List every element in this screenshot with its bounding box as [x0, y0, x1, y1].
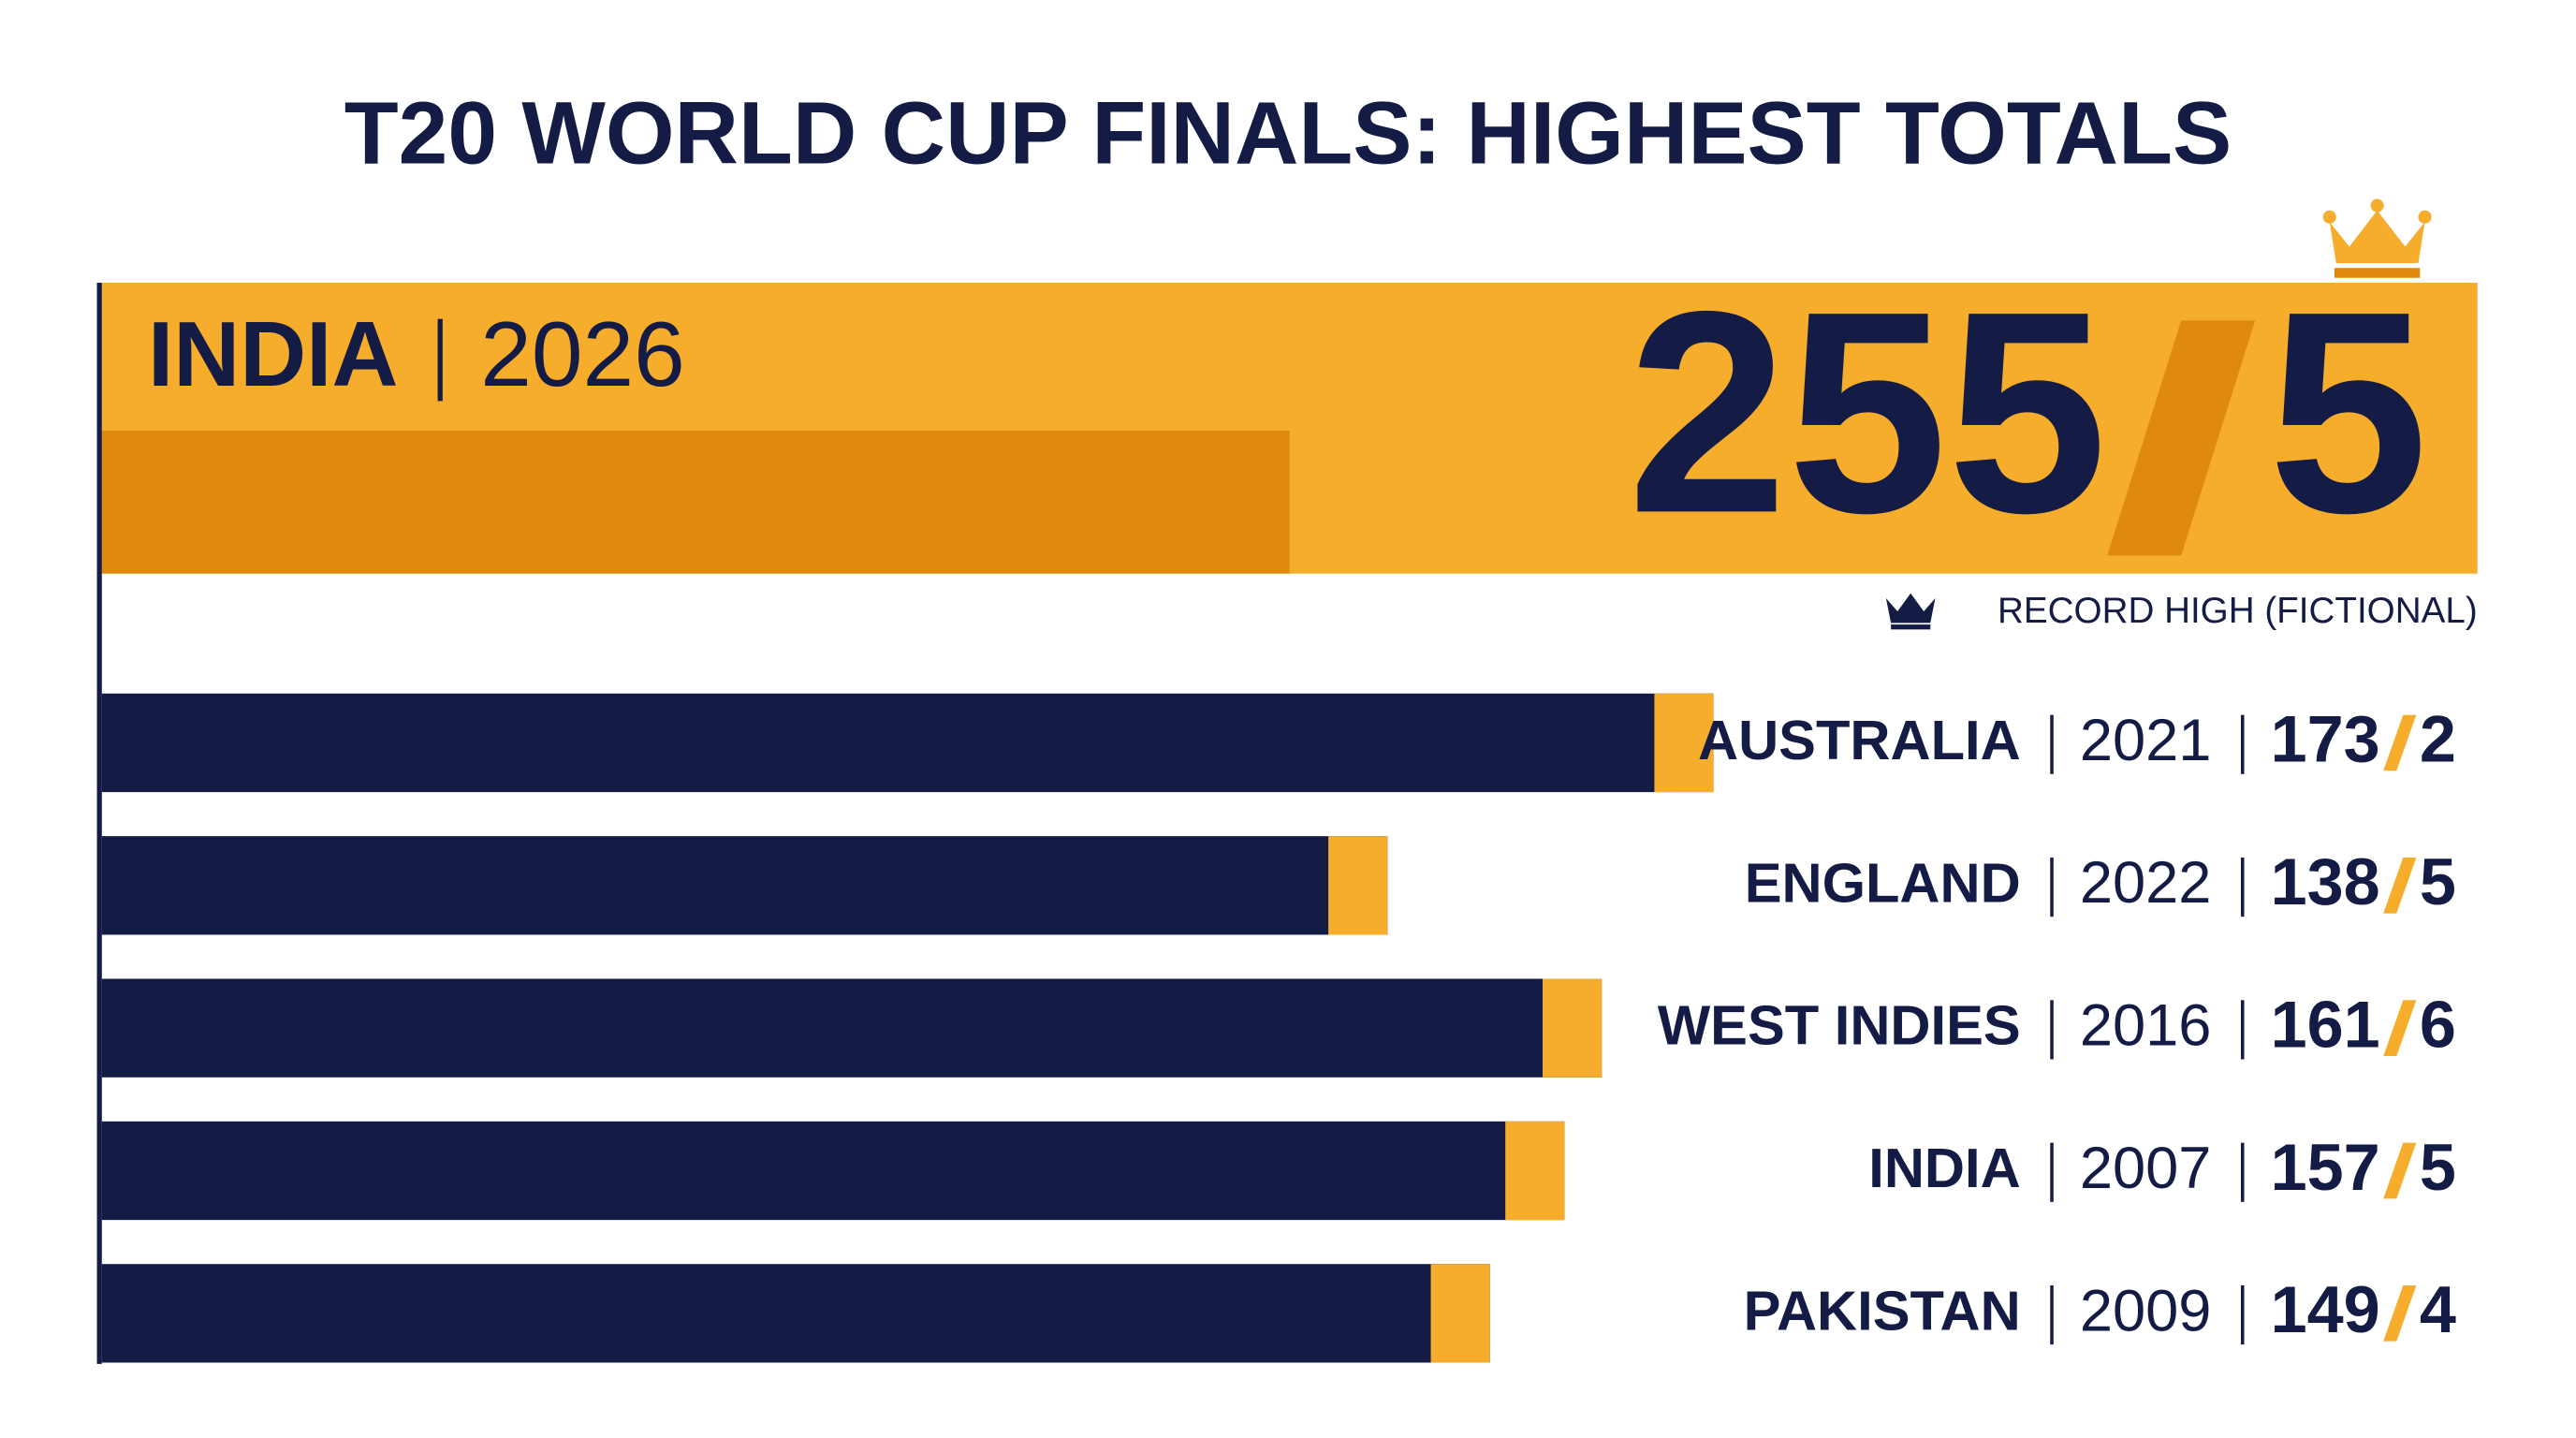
- bar-tip: [1542, 978, 1603, 1078]
- slash: [2383, 1284, 2417, 1342]
- team-label: ENGLAND: [1745, 851, 2021, 914]
- bar: [101, 1121, 1565, 1221]
- team-label: INDIA: [1868, 1137, 2020, 1199]
- crown-icon: [2322, 198, 2432, 278]
- runs-label: 157: [2271, 1130, 2380, 1204]
- wickets-label: 5: [2420, 844, 2456, 918]
- team-label: PAKISTAN: [1744, 1279, 2021, 1342]
- bar-tip: [1505, 1121, 1565, 1221]
- slash: [2383, 1142, 2417, 1199]
- highlight-team: INDIA: [148, 302, 399, 405]
- separator: [2050, 1000, 2054, 1060]
- separator: [2050, 714, 2054, 774]
- slash: [2383, 714, 2417, 771]
- year-label: 2021: [2080, 708, 2212, 773]
- bar-tip: [1430, 1264, 1490, 1363]
- highlight-inner-band: [101, 430, 1290, 574]
- bar: [101, 693, 1714, 793]
- highlight-panel: INDIA 2026 5 255: [101, 252, 2478, 574]
- year-label: 2007: [2080, 1136, 2212, 1201]
- separator: [2050, 1284, 2054, 1345]
- bar: [101, 1264, 1490, 1363]
- wickets-label: 5: [2420, 1130, 2456, 1204]
- slash: [2383, 1000, 2417, 1056]
- runs-label: 161: [2271, 987, 2380, 1061]
- runs-label: 173: [2271, 702, 2380, 776]
- wickets-label: 2: [2420, 702, 2456, 776]
- bar: [101, 978, 1603, 1078]
- note-crown: [1885, 593, 1936, 630]
- slash: [2107, 320, 2256, 556]
- separator: [2241, 1142, 2245, 1202]
- bar-tip: [1654, 693, 1714, 793]
- separator: [437, 318, 443, 402]
- wickets-label: 4: [2420, 1272, 2456, 1346]
- record-note: RECORD HIGH (FICTIONAL): [1998, 591, 2478, 631]
- year-label: 2009: [2080, 1278, 2212, 1343]
- highlight-year: 2026: [480, 302, 685, 405]
- separator: [2050, 1142, 2054, 1202]
- team-label: AUSTRALIA: [1698, 709, 2021, 771]
- bar-tip: [1328, 836, 1388, 935]
- runs-label: 149: [2271, 1272, 2380, 1346]
- team-label: WEST INDIES: [1658, 994, 2021, 1057]
- runs-label: 138: [2271, 844, 2380, 918]
- bar: [101, 836, 1388, 935]
- chart-title: T20 WORLD CUP FINALS: HIGHEST TOTALS: [344, 83, 2232, 183]
- separator: [2241, 857, 2245, 917]
- year-label: 2022: [2080, 850, 2212, 916]
- slash: [2383, 857, 2417, 914]
- separator: [2241, 714, 2245, 774]
- separator: [2050, 857, 2054, 917]
- separator: [2241, 1000, 2245, 1060]
- year-label: 2016: [2080, 993, 2212, 1059]
- separator: [2241, 1284, 2245, 1345]
- highlight-runs: 255: [1628, 252, 2107, 573]
- left-axis-line: [96, 283, 102, 1364]
- wickets-label: 6: [2420, 987, 2456, 1061]
- highlight-wickets: 5: [2268, 252, 2428, 573]
